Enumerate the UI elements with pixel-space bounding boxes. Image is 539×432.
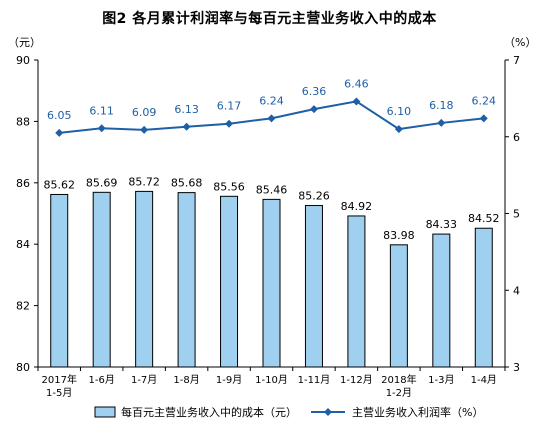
- category-label: 2017年: [42, 373, 77, 386]
- line-value-label: 6.18: [429, 99, 454, 112]
- bar: [347, 215, 366, 368]
- right-tick-label: 3: [513, 361, 520, 374]
- left-tick-label: 84: [16, 238, 30, 251]
- category-label: 1-6月: [89, 374, 115, 386]
- line-value-label: 6.05: [47, 109, 72, 122]
- line-point: [225, 119, 234, 128]
- bar: [389, 244, 408, 368]
- left-tick-label: 88: [16, 115, 30, 128]
- right-tick-label: 6: [513, 131, 520, 144]
- category-label: 1-7月: [131, 374, 157, 386]
- line-value-label: 6.24: [472, 94, 497, 107]
- right-axis-unit: （%）: [504, 36, 536, 49]
- bar: [220, 195, 239, 368]
- left-axis-unit: （元）: [8, 36, 41, 49]
- bar-value-label: 85.72: [128, 175, 160, 188]
- line-value-label: 6.24: [259, 94, 284, 107]
- bar: [474, 227, 493, 368]
- line-value-label: 6.46: [344, 77, 369, 90]
- category-label: 1-5月: [46, 387, 72, 399]
- bar-value-label: 85.26: [298, 190, 330, 203]
- bar-value-label: 84.92: [341, 200, 373, 213]
- category-label: 1-11月: [298, 374, 331, 386]
- line-point: [182, 122, 191, 131]
- right-tick-label: 5: [513, 208, 520, 221]
- line-point: [352, 97, 361, 106]
- category-label: 1-2月: [386, 387, 412, 399]
- left-tick-label: 86: [16, 177, 30, 190]
- line-point: [97, 124, 106, 133]
- legend-bar-label: 每百元主营业务收入中的成本（元）: [121, 405, 297, 419]
- bar-value-label: 85.69: [86, 176, 118, 189]
- category-label: 1-9月: [216, 374, 242, 386]
- line-point: [55, 128, 64, 137]
- bar-value-label: 85.62: [43, 178, 75, 191]
- bar: [50, 193, 69, 368]
- left-tick-label: 90: [16, 54, 30, 67]
- legend-line-marker: [324, 408, 332, 416]
- line-point: [309, 105, 318, 114]
- bar: [135, 190, 154, 368]
- category-label: 1-4月: [471, 374, 497, 386]
- bar: [432, 233, 451, 368]
- line-value-label: 6.17: [217, 100, 242, 113]
- line-value-label: 6.11: [89, 104, 114, 117]
- line-value-label: 6.13: [174, 103, 199, 116]
- bar-value-label: 83.98: [383, 229, 415, 242]
- legend-bar-swatch: [94, 406, 116, 418]
- right-tick-label: 7: [513, 54, 520, 67]
- category-label: 1-8月: [173, 374, 199, 386]
- category-label: 1-10月: [255, 374, 288, 386]
- bar-value-label: 85.56: [213, 180, 245, 193]
- bar-value-label: 84.33: [426, 218, 458, 231]
- bar-value-label: 85.46: [256, 183, 288, 196]
- bar: [304, 205, 323, 368]
- bar-value-label: 84.52: [468, 212, 500, 225]
- line-point: [394, 125, 403, 134]
- right-tick-label: 4: [513, 284, 520, 297]
- bar: [262, 198, 281, 368]
- left-tick-label: 82: [16, 300, 30, 313]
- line-point: [479, 114, 488, 123]
- legend-line-label: 主营业务收入利润率（%）: [352, 405, 483, 419]
- bar-value-label: 85.68: [171, 177, 203, 190]
- line-point: [267, 114, 276, 123]
- category-label: 2018年: [381, 373, 416, 386]
- category-label: 1-3月: [428, 374, 454, 386]
- bar: [177, 192, 196, 368]
- line-point: [140, 125, 149, 134]
- line-value-label: 6.36: [302, 85, 327, 98]
- bar: [92, 191, 111, 368]
- line-point: [437, 118, 446, 127]
- line-value-label: 6.10: [387, 105, 412, 118]
- left-tick-label: 80: [16, 361, 30, 374]
- line-value-label: 6.09: [132, 106, 157, 119]
- category-label: 1-12月: [340, 374, 373, 386]
- chart-title: 图2 各月累计利润率与每百元主营业务收入中的成本: [102, 11, 437, 27]
